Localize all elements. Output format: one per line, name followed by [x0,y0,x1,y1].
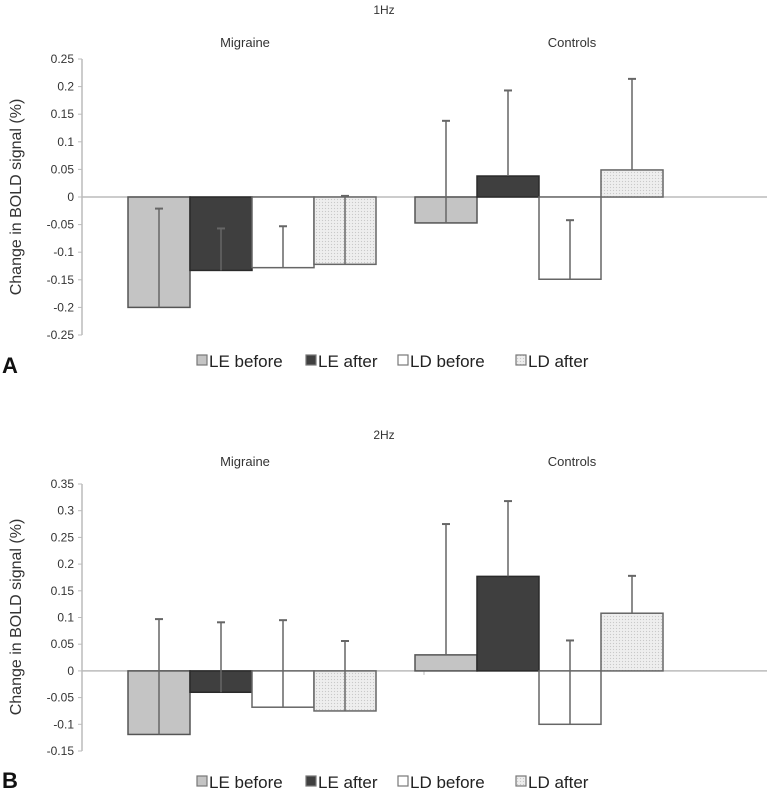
bar-le-before [414,654,478,672]
y-tick-label: -0.1 [53,245,74,259]
legend-swatch-ld-after [515,775,527,787]
legend-label-le-after: LE after [318,773,378,792]
group-label-migraine: Migraine [220,454,270,469]
panel-letter: A [2,353,18,378]
panel-letter: B [2,768,18,793]
legend-label-ld-before: LD before [410,773,485,792]
legend-swatch-ld-before [397,775,409,787]
y-tick-label: 0.15 [51,584,75,598]
legend-swatch-le-after [305,775,317,787]
legend-label-le-after: LE after [318,352,378,371]
y-axis-label: Change in BOLD signal (%) [8,519,25,716]
chart-title: 2Hz [373,428,394,442]
y-tick-label: 0 [67,190,74,204]
y-tick-label: 0.05 [51,162,75,176]
bar-le-after [476,175,540,198]
y-tick-label: 0.25 [51,530,75,544]
group-label-controls: Controls [548,35,597,50]
bar-le-after [476,575,540,672]
y-tick-label: 0.05 [51,637,75,651]
legend-label-le-before: LE before [209,352,283,371]
legend-label-ld-before: LD before [410,352,485,371]
legend-swatch-ld-before [397,354,409,366]
y-tick-label: 0.15 [51,107,75,121]
legend-label-ld-after: LD after [528,773,589,792]
group-label-controls: Controls [548,454,597,469]
y-tick-label: 0.25 [51,52,75,66]
legend-swatch-ld-after [515,354,527,366]
y-tick-label: 0.1 [57,135,74,149]
y-tick-label: 0.1 [57,611,74,625]
y-tick-label: -0.15 [47,744,75,758]
legend-swatch-le-before [196,775,208,787]
y-tick-label: -0.25 [47,328,75,342]
y-tick-label: 0.2 [57,80,74,94]
y-tick-label: -0.05 [47,218,75,232]
panel-b-chart: 2Hz 0.35 0.3 0.25 0.2 0.15 0.1 0.05 0 -0.05 -0.1 -0… [2,428,767,793]
bar-ld-after [600,612,664,672]
legend-label-ld-after: LD after [528,352,589,371]
y-tick-label: 0.3 [57,504,74,518]
group-label-migraine: Migraine [220,35,270,50]
y-tick-label: 0.2 [57,557,74,571]
panel-a-chart: 1Hz 0.25 0.2 0.15 0.1 0.05 0 -0.05 -0.1 -0.15 -0.2… [2,3,767,378]
y-tick-label: -0.2 [53,300,74,314]
legend-swatch-le-after [305,354,317,366]
y-axis-label: Change in BOLD signal (%) [8,99,25,296]
y-tick-label: 0.35 [51,477,75,491]
y-tick-label: -0.05 [47,691,75,705]
legend-swatch-le-before [196,354,208,366]
y-tick-label: -0.1 [53,717,74,731]
y-tick-label: -0.15 [47,273,75,287]
chart-title: 1Hz [373,3,394,17]
y-tick-label: 0 [67,664,74,678]
legend-label-le-before: LE before [209,773,283,792]
bar-ld-after [600,169,664,198]
